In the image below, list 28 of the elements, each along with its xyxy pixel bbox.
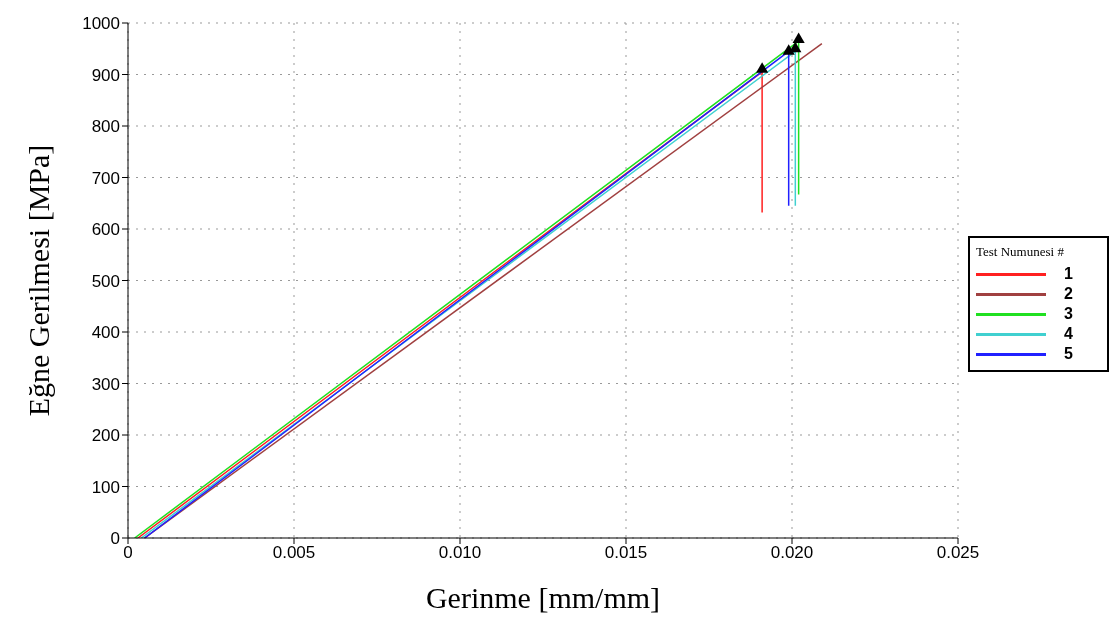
legend-label: 3 bbox=[1064, 305, 1073, 323]
y-tick-label: 900 bbox=[91, 65, 120, 85]
x-tick-label: 0.020 bbox=[770, 543, 814, 563]
y-tick-label: 600 bbox=[91, 220, 120, 240]
legend-label: 4 bbox=[1064, 325, 1073, 343]
x-tick-label: 0.025 bbox=[936, 543, 980, 563]
x-tick-label: 0.005 bbox=[272, 543, 316, 563]
y-tick-label: 700 bbox=[91, 168, 120, 188]
y-tick-label: 0 bbox=[110, 529, 120, 549]
legend-label: 2 bbox=[1064, 285, 1073, 303]
y-tick-label: 200 bbox=[91, 426, 120, 446]
y-tick-label: 300 bbox=[91, 374, 120, 394]
x-tick-label: 0.015 bbox=[604, 543, 648, 563]
y-axis-title: Eğne Gerilmesi [MPa] bbox=[21, 144, 55, 417]
legend-label: 5 bbox=[1064, 345, 1073, 363]
x-tick-label: 0 bbox=[123, 543, 133, 563]
legend-title: Test Numunesi # bbox=[976, 244, 1065, 260]
y-tick-label: 1000 bbox=[82, 14, 120, 34]
x-tick-label: 0.010 bbox=[438, 543, 482, 563]
point bbox=[756, 62, 769, 73]
point bbox=[782, 44, 795, 55]
y-tick-label: 800 bbox=[91, 117, 120, 137]
y-tick-label: 500 bbox=[91, 271, 120, 291]
legend-label: 1 bbox=[1064, 265, 1073, 283]
y-tick-label: 100 bbox=[91, 477, 120, 497]
point bbox=[792, 32, 805, 43]
x-axis-title: Gerinme [mm/mm] bbox=[425, 581, 661, 614]
y-tick-label: 400 bbox=[91, 323, 120, 343]
